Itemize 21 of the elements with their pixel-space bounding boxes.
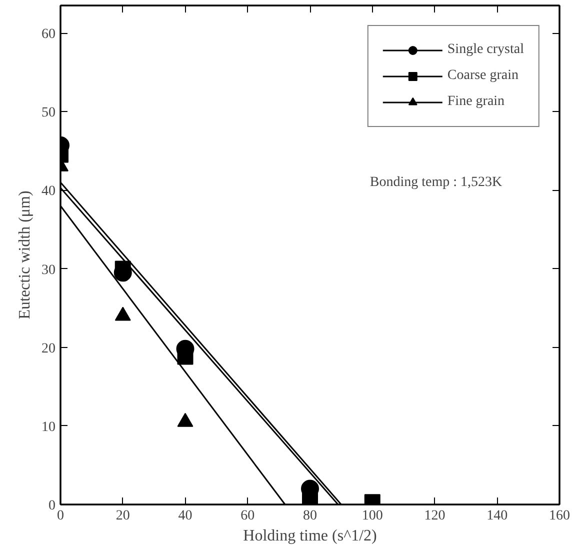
x-tick-label: 80 [303,508,317,524]
legend-label: Single crystal [447,42,524,58]
y-axis-title: Eutectic width (μm) [16,190,34,320]
y-tick-label: 0 [48,498,56,514]
legend-label: Coarse grain [447,68,519,84]
x-tick-label: 60 [240,508,255,524]
y-tick-label: 20 [42,341,56,356]
x-axis-title: Holding time (s^1/2) [243,528,377,544]
y-tick-label: 50 [42,106,56,121]
legend-label: Fine grain [447,94,505,110]
x-tick-label: 20 [116,508,130,524]
y-tick-label: 10 [42,420,56,435]
x-tick-label: 140 [486,508,508,524]
y-tick-label: 60 [42,27,56,42]
x-tick-label: 160 [549,508,570,524]
y-tick-label: 40 [42,184,56,200]
x-tick-label: 100 [362,508,383,524]
x-tick-label: 120 [424,508,446,524]
y-tick-label: 30 [42,262,56,278]
annotation: Bonding temp : 1,523K [370,175,502,190]
x-tick-label: 40 [178,508,192,524]
